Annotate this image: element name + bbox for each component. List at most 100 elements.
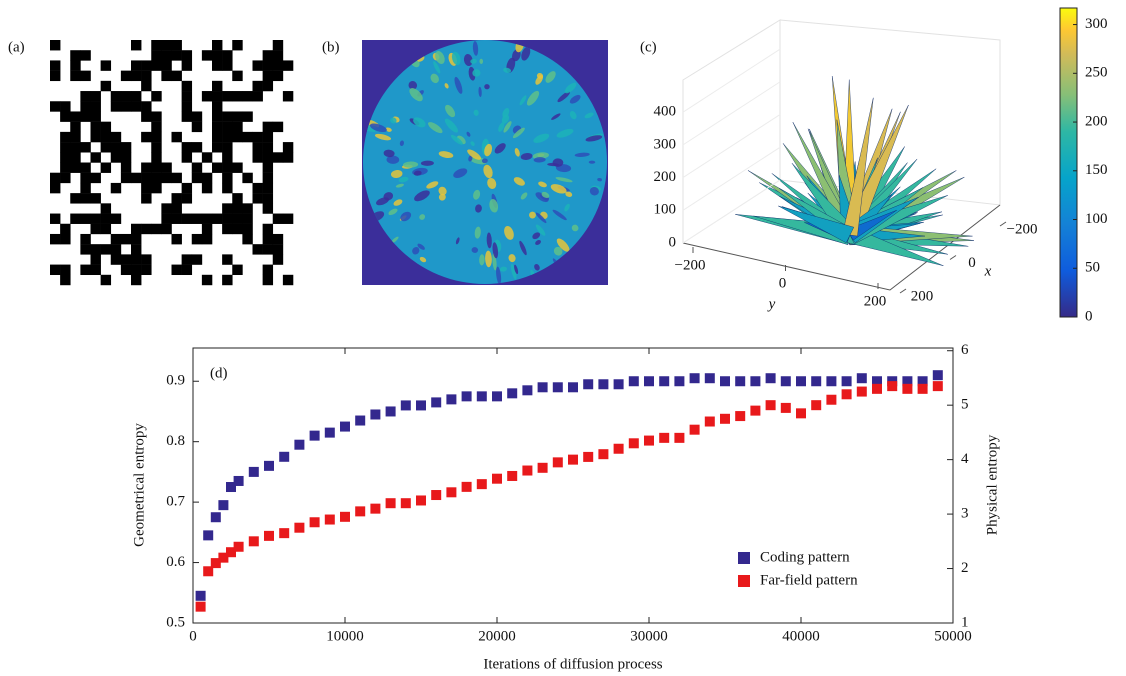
- x-tick-label: 0: [968, 255, 976, 271]
- pixel: [191, 162, 203, 173]
- pixel: [272, 213, 284, 224]
- pixel: [60, 152, 71, 163]
- speckle: [470, 141, 475, 147]
- speckle: [597, 178, 602, 182]
- pixel: [222, 121, 233, 133]
- pixel: [242, 111, 253, 122]
- marker: [195, 601, 206, 612]
- pixel: [201, 223, 213, 235]
- panel-label: (c): [640, 39, 657, 55]
- pixel: [181, 91, 193, 102]
- marker: [461, 391, 472, 402]
- pixel: [80, 233, 91, 245]
- pixel: [70, 70, 81, 82]
- marker: [294, 522, 305, 533]
- lobe: [778, 205, 855, 244]
- pixel: [212, 40, 223, 51]
- marker: [917, 376, 928, 387]
- speckle: [508, 254, 516, 263]
- speckle: [545, 71, 556, 83]
- legend-marker: [738, 575, 750, 587]
- pixel: [262, 50, 274, 61]
- pixel: [90, 264, 101, 276]
- pixel: [222, 254, 233, 265]
- pixel: [262, 244, 274, 255]
- pixel: [100, 244, 112, 255]
- marker: [598, 379, 609, 390]
- pixel: [161, 50, 172, 61]
- pixel: [242, 203, 253, 214]
- marker: [400, 498, 411, 509]
- pixel: [242, 213, 253, 224]
- pixel: [50, 172, 61, 184]
- pixel: [171, 131, 182, 143]
- speckle: [369, 123, 387, 133]
- pixel: [171, 193, 182, 204]
- marker: [431, 397, 442, 408]
- speckle: [420, 160, 434, 166]
- pixel: [120, 70, 132, 82]
- pixel: [131, 244, 142, 255]
- pixel: [50, 182, 61, 194]
- pixel: [80, 91, 91, 102]
- pixel: [212, 131, 223, 143]
- marker: [811, 376, 822, 387]
- pixel: [80, 50, 91, 61]
- pixel: [110, 244, 122, 255]
- marker: [461, 481, 472, 492]
- pixel: [232, 213, 243, 224]
- z-tick-label: 200: [654, 169, 677, 185]
- marker: [279, 451, 290, 462]
- pixel: [131, 223, 142, 235]
- pixel: [262, 152, 274, 163]
- speckles: [363, 40, 604, 284]
- speckle: [402, 161, 419, 168]
- y2-tick-label: 1: [961, 614, 969, 630]
- speckle: [564, 82, 577, 94]
- speckle: [473, 109, 479, 116]
- marker: [644, 435, 654, 446]
- pixel: [120, 264, 132, 276]
- speckle: [414, 190, 430, 202]
- colorbar-tick-label: 150: [1085, 162, 1108, 178]
- pixel: [131, 40, 142, 51]
- pixel: [191, 172, 203, 184]
- speckle: [550, 184, 567, 194]
- pixel: [120, 91, 132, 102]
- pixel: [131, 60, 142, 71]
- speckle: [512, 49, 521, 62]
- speckle: [569, 110, 577, 120]
- pixel: [50, 213, 61, 224]
- y2-tick-label: 5: [961, 397, 969, 413]
- pixel: [232, 223, 243, 235]
- marker: [765, 400, 776, 411]
- pixel: [201, 172, 213, 184]
- pixel: [131, 264, 142, 276]
- y-tick-label: 0.9: [166, 373, 185, 389]
- pixel: [90, 193, 101, 204]
- pixel: [222, 223, 233, 235]
- marker: [203, 566, 214, 577]
- pixel: [212, 50, 223, 61]
- pixel: [151, 131, 162, 143]
- x-tick: [899, 288, 907, 294]
- pixel: [232, 40, 243, 51]
- pixel: [222, 162, 233, 173]
- pixel: [171, 40, 182, 51]
- speckle: [503, 121, 512, 133]
- speckle: [409, 88, 423, 102]
- pixel: [151, 121, 162, 133]
- marker: [750, 405, 761, 416]
- pixel: [161, 162, 172, 173]
- speckle: [399, 140, 404, 147]
- legend-marker: [738, 552, 750, 564]
- speckle: [479, 254, 485, 266]
- pixel: [181, 80, 193, 92]
- y2-tick-label: 2: [961, 560, 969, 576]
- y2-tick-label: 4: [961, 451, 969, 467]
- pixel: [191, 233, 203, 245]
- marker: [522, 385, 533, 396]
- pixel: [181, 254, 193, 265]
- speckle: [438, 193, 446, 201]
- pixel: [171, 203, 182, 214]
